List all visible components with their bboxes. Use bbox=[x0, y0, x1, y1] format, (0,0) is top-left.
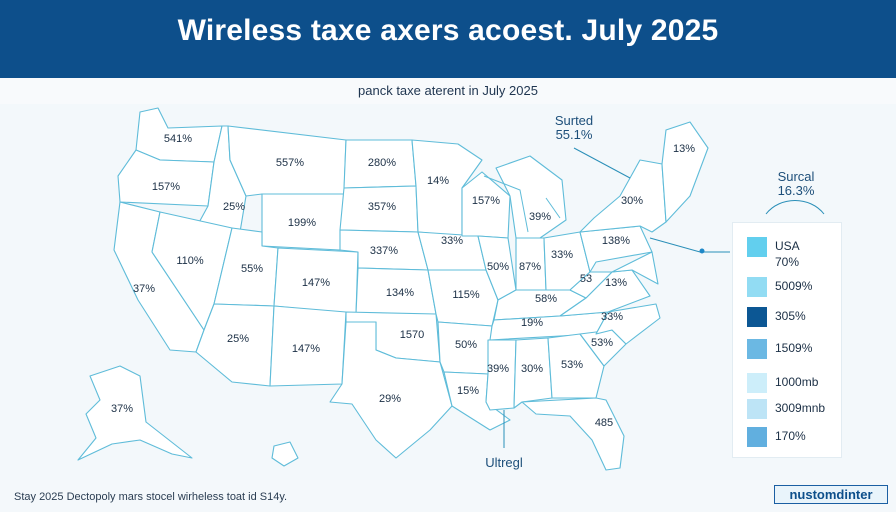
legend-label: 1000mb bbox=[775, 375, 819, 389]
legend-item: 1000mb bbox=[747, 373, 843, 395]
legend-label: USA bbox=[775, 239, 800, 253]
legend-item: USA 70% bbox=[747, 237, 843, 271]
legend: USA 70% 5009% 305% 1509% 1000mb 3009mnb … bbox=[732, 222, 842, 458]
page-subtitle: panck taxe aterent in July 2025 bbox=[0, 78, 896, 104]
legend-label: 170% bbox=[775, 429, 806, 443]
callout-value: 16.3% bbox=[777, 183, 815, 198]
legend-item: 3009mnb bbox=[747, 399, 843, 421]
legend-item: 5009% bbox=[747, 277, 843, 299]
legend-label: 305% bbox=[775, 309, 806, 323]
legend-item: 170% bbox=[747, 427, 843, 449]
callout-label: Surcal bbox=[777, 169, 815, 184]
legend-swatch bbox=[747, 399, 767, 419]
callout-ultregl: Ultregl bbox=[468, 456, 540, 470]
callout-value: 55.1% bbox=[555, 127, 593, 142]
legend-item: 305% bbox=[747, 307, 843, 329]
legend-label: 5009% bbox=[775, 279, 813, 293]
callout-label: Surted bbox=[554, 113, 594, 128]
legend-sublabel: 70% bbox=[775, 255, 800, 269]
legend-label: 3009mnb bbox=[775, 401, 826, 415]
header-banner: Wireless taxe axers acoest. July 2025 bbox=[0, 0, 896, 78]
page-title: Wireless taxe axers acoest. July 2025 bbox=[177, 14, 719, 47]
legend-label: 1509% bbox=[775, 341, 813, 355]
legend-item: 1509% bbox=[747, 339, 843, 361]
legend-swatch bbox=[747, 237, 767, 257]
callout-surted: Surted 55.1% bbox=[540, 114, 608, 142]
legend-swatch bbox=[747, 307, 767, 327]
footer-note: Stay 2025 Dectopoly mars stocel wirheles… bbox=[14, 491, 288, 503]
legend-swatch bbox=[747, 339, 767, 359]
legend-swatch bbox=[747, 427, 767, 447]
callout-surcal: Surcal 16.3% bbox=[760, 170, 832, 198]
legend-swatch bbox=[747, 373, 767, 393]
brand-badge[interactable]: nustomdinter bbox=[774, 485, 888, 504]
legend-swatch bbox=[747, 277, 767, 297]
callout-label: Ultregl bbox=[485, 455, 523, 470]
